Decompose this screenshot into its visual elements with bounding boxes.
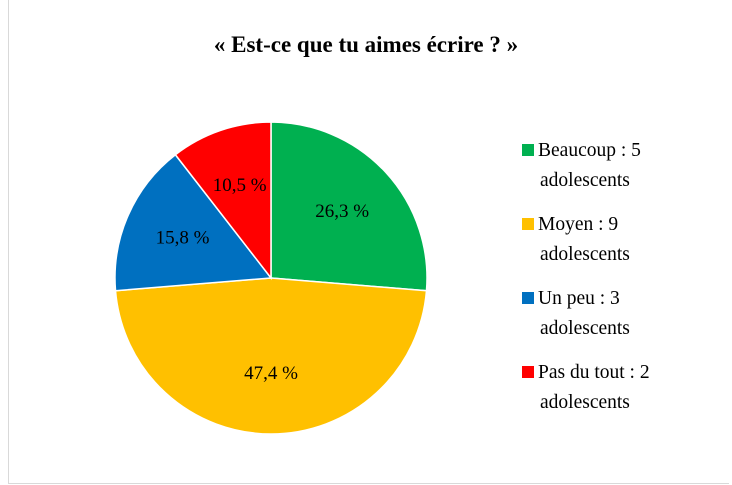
pie-slice bbox=[114, 277, 428, 435]
pie-slice bbox=[174, 121, 272, 281]
legend: Beaucoup : 5 adolescents Moyen : 9 adoles… bbox=[522, 136, 707, 432]
legend-item: Un peu : 3 adolescents bbox=[522, 284, 707, 344]
data-label: 26,3 % bbox=[315, 201, 369, 222]
legend-label: Pas du tout : 2 adolescents bbox=[538, 362, 650, 413]
chart-frame bbox=[8, 0, 729, 484]
legend-item: Pas du tout : 2 adolescents bbox=[522, 358, 707, 418]
legend-item: Moyen : 9 adolescents bbox=[522, 210, 707, 270]
data-label: 47,4 % bbox=[244, 363, 298, 384]
legend-label: Un peu : 3 adolescents bbox=[538, 288, 630, 339]
legend-swatch bbox=[522, 366, 534, 378]
legend-swatch bbox=[522, 292, 534, 304]
pie-slice bbox=[114, 153, 273, 292]
chart-title: « Est-ce que tu aimes écrire ? » bbox=[213, 32, 519, 57]
legend-swatch bbox=[522, 144, 534, 156]
legend-item: Beaucoup : 5 adolescents bbox=[522, 136, 707, 196]
legend-label: Beaucoup : 5 adolescents bbox=[538, 140, 641, 191]
data-label: 15,8 % bbox=[156, 227, 210, 248]
legend-label: Moyen : 9 adolescents bbox=[538, 214, 630, 265]
pie-slice bbox=[270, 121, 428, 292]
data-label: 10,5 % bbox=[213, 175, 267, 196]
legend-swatch bbox=[522, 218, 534, 230]
